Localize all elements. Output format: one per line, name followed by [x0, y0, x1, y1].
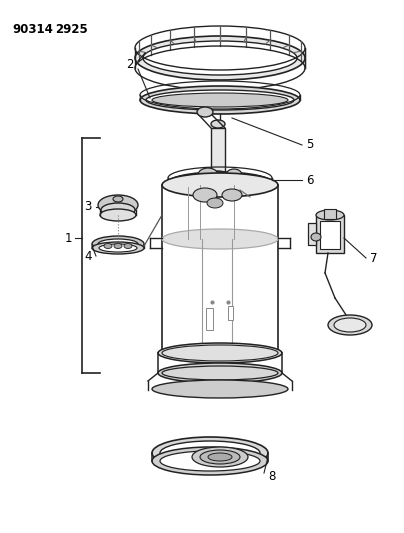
Ellipse shape — [162, 173, 278, 197]
Ellipse shape — [192, 447, 248, 467]
Ellipse shape — [193, 188, 217, 202]
Ellipse shape — [92, 236, 144, 252]
Bar — [320, 221, 340, 249]
Ellipse shape — [198, 168, 218, 182]
Ellipse shape — [208, 453, 232, 461]
Ellipse shape — [316, 210, 344, 220]
Text: 2: 2 — [126, 59, 134, 71]
Text: 1: 1 — [64, 231, 72, 245]
Ellipse shape — [104, 244, 112, 248]
Ellipse shape — [328, 315, 372, 335]
Ellipse shape — [152, 380, 288, 398]
Text: 4: 4 — [84, 249, 92, 262]
Ellipse shape — [124, 244, 132, 248]
Ellipse shape — [176, 176, 264, 190]
Ellipse shape — [162, 366, 278, 380]
Text: 8: 8 — [268, 471, 276, 483]
Ellipse shape — [152, 447, 268, 475]
Bar — [316, 215, 344, 253]
Text: 7: 7 — [370, 252, 378, 264]
Ellipse shape — [162, 345, 278, 361]
Ellipse shape — [197, 107, 213, 117]
Ellipse shape — [98, 195, 138, 215]
Ellipse shape — [98, 239, 138, 249]
Text: 6: 6 — [306, 174, 314, 187]
Ellipse shape — [101, 203, 135, 217]
Ellipse shape — [210, 176, 226, 184]
Bar — [206, 308, 213, 330]
Ellipse shape — [211, 120, 225, 128]
Ellipse shape — [100, 209, 136, 221]
Bar — [308, 223, 316, 245]
Ellipse shape — [207, 198, 223, 208]
Ellipse shape — [226, 169, 242, 181]
Ellipse shape — [158, 363, 282, 383]
Ellipse shape — [152, 93, 288, 107]
Text: 2925: 2925 — [55, 23, 88, 36]
Ellipse shape — [162, 229, 278, 249]
Ellipse shape — [146, 90, 294, 110]
Text: 3: 3 — [84, 200, 92, 214]
Ellipse shape — [160, 441, 260, 465]
Ellipse shape — [92, 242, 144, 254]
Ellipse shape — [143, 41, 297, 75]
Bar — [211, 128, 225, 176]
Ellipse shape — [160, 451, 260, 471]
Ellipse shape — [140, 86, 300, 114]
Ellipse shape — [311, 233, 321, 241]
Ellipse shape — [168, 172, 272, 194]
Bar — [324, 209, 336, 219]
Ellipse shape — [207, 171, 229, 181]
Ellipse shape — [152, 437, 268, 469]
Ellipse shape — [158, 343, 282, 363]
Ellipse shape — [135, 36, 305, 80]
Ellipse shape — [99, 244, 137, 252]
Text: 5: 5 — [306, 139, 314, 151]
Ellipse shape — [222, 189, 242, 201]
Ellipse shape — [334, 318, 366, 332]
Ellipse shape — [114, 244, 122, 248]
Text: 90314: 90314 — [12, 23, 53, 36]
Ellipse shape — [200, 450, 240, 464]
Ellipse shape — [113, 196, 123, 202]
Bar — [228, 306, 233, 320]
